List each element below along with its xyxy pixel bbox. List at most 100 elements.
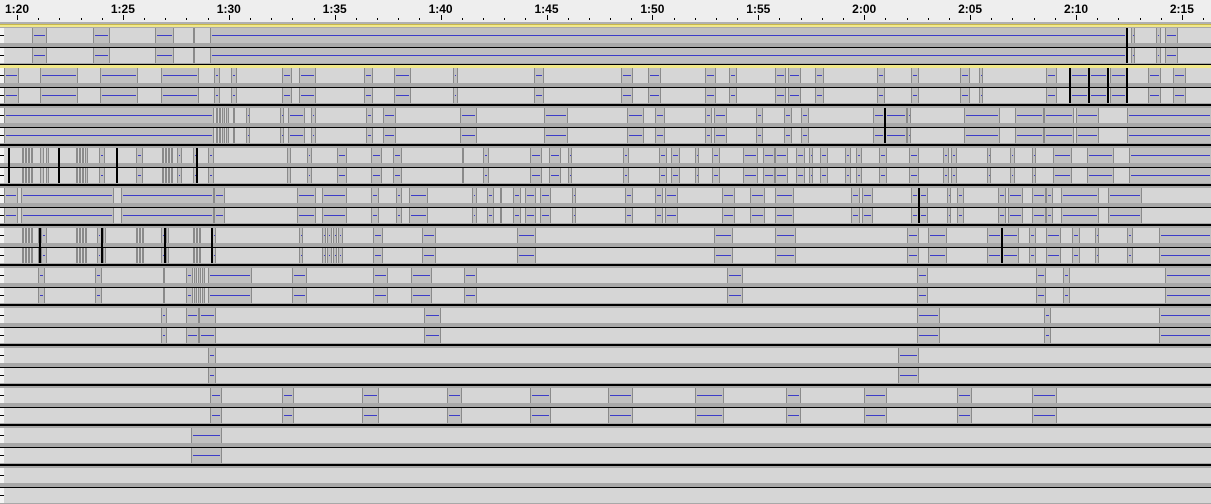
audio-clip[interactable] xyxy=(186,268,192,283)
audio-clip[interactable] xyxy=(957,408,972,423)
audio-clip[interactable] xyxy=(1070,88,1089,103)
right-channel[interactable] xyxy=(0,168,1211,183)
audio-clip[interactable] xyxy=(136,228,138,243)
audio-clip[interactable] xyxy=(196,228,198,243)
audio-clip[interactable] xyxy=(41,248,46,263)
audio-clip[interactable] xyxy=(756,108,762,123)
audio-clip[interactable] xyxy=(1044,328,1050,343)
audio-clip[interactable] xyxy=(775,208,794,223)
audio-clip[interactable] xyxy=(210,28,1127,43)
audio-clip[interactable] xyxy=(695,408,725,423)
audio-clip[interactable] xyxy=(4,128,214,143)
audio-clip[interactable] xyxy=(1127,108,1211,123)
audio-clip[interactable] xyxy=(25,148,27,163)
audio-clip[interactable] xyxy=(396,208,402,223)
audio-clip[interactable] xyxy=(722,208,735,223)
audio-clip[interactable] xyxy=(1002,248,1019,263)
audio-clip[interactable] xyxy=(1165,288,1211,303)
audio-clip[interactable] xyxy=(549,168,562,183)
audio-clip[interactable] xyxy=(911,68,919,83)
audio-clip[interactable] xyxy=(568,148,572,163)
audio-clip[interactable] xyxy=(957,208,963,223)
audio-clip[interactable] xyxy=(447,388,462,403)
left-channel[interactable] xyxy=(0,348,1211,363)
audio-clip[interactable] xyxy=(1165,268,1211,283)
audio-track-6[interactable] xyxy=(0,224,1211,264)
audio-clip[interactable] xyxy=(202,288,205,303)
audio-clip[interactable] xyxy=(46,148,49,163)
audio-clip[interactable] xyxy=(198,288,201,303)
left-channel[interactable] xyxy=(0,468,1211,483)
audio-clip[interactable] xyxy=(1076,108,1099,123)
audio-clip[interactable] xyxy=(38,288,44,303)
audio-clip[interactable] xyxy=(99,168,105,183)
audio-clip[interactable] xyxy=(530,408,551,423)
audio-clip[interactable] xyxy=(625,208,633,223)
audio-clip[interactable] xyxy=(214,68,220,83)
audio-clip[interactable] xyxy=(219,128,221,143)
audio-clip[interactable] xyxy=(786,408,801,423)
audio-clip[interactable] xyxy=(231,88,237,103)
audio-clip[interactable] xyxy=(1061,188,1099,203)
audio-clip[interactable] xyxy=(299,88,316,103)
audio-clip[interactable] xyxy=(712,148,720,163)
audio-clip[interactable] xyxy=(337,148,347,163)
audio-clip[interactable] xyxy=(775,188,794,203)
audio-clip[interactable] xyxy=(460,108,477,123)
audio-clip[interactable] xyxy=(1044,108,1074,123)
audio-clip[interactable] xyxy=(1061,208,1099,223)
audio-clip[interactable] xyxy=(165,168,167,183)
audio-clip[interactable] xyxy=(333,248,337,263)
audio-clip[interactable] xyxy=(362,388,379,403)
audio-clip[interactable] xyxy=(93,48,110,63)
audio-clip[interactable] xyxy=(801,128,809,143)
audio-clip[interactable] xyxy=(299,68,316,83)
audio-clip[interactable] xyxy=(1032,388,1057,403)
audio-clip[interactable] xyxy=(885,128,906,143)
left-channel[interactable] xyxy=(0,228,1211,243)
audio-clip[interactable] xyxy=(659,168,667,183)
audio-clip[interactable] xyxy=(714,228,733,243)
audio-clip[interactable] xyxy=(655,128,666,143)
audio-clip[interactable] xyxy=(1032,148,1036,163)
audio-clip[interactable] xyxy=(1046,248,1061,263)
audio-clip[interactable] xyxy=(1127,228,1133,243)
audio-clip[interactable] xyxy=(1008,208,1023,223)
audio-clip[interactable] xyxy=(1087,148,1115,163)
audio-clip[interactable] xyxy=(623,168,629,183)
audio-clip[interactable] xyxy=(750,188,765,203)
right-channel[interactable] xyxy=(0,408,1211,423)
audio-clip[interactable] xyxy=(534,88,545,103)
audio-clip[interactable] xyxy=(877,88,885,103)
audio-clip[interactable] xyxy=(142,228,144,243)
audio-clip[interactable] xyxy=(1063,288,1069,303)
audio-clip[interactable] xyxy=(784,108,792,123)
right-channel[interactable] xyxy=(0,248,1211,263)
audio-clip[interactable] xyxy=(1159,228,1211,243)
audio-clip[interactable] xyxy=(1015,128,1045,143)
audio-clip[interactable] xyxy=(411,268,432,283)
audio-clip[interactable] xyxy=(763,148,776,163)
audio-clip[interactable] xyxy=(957,188,963,203)
audio-clip[interactable] xyxy=(393,168,402,183)
audio-clip[interactable] xyxy=(4,188,18,203)
audio-clip[interactable] xyxy=(327,248,331,263)
audio-clip[interactable] xyxy=(540,208,551,223)
audio-clip[interactable] xyxy=(743,148,758,163)
audio-clip[interactable] xyxy=(1044,128,1074,143)
audio-clip[interactable] xyxy=(322,248,326,263)
audio-clip[interactable] xyxy=(163,268,165,283)
audio-clip[interactable] xyxy=(1010,168,1014,183)
audio-clip[interactable] xyxy=(729,88,737,103)
audio-track-2[interactable] xyxy=(0,64,1211,104)
audio-clip[interactable] xyxy=(280,108,284,123)
audio-clip[interactable] xyxy=(623,148,629,163)
audio-clip[interactable] xyxy=(210,408,223,423)
audio-clip[interactable] xyxy=(40,68,78,83)
audio-clip[interactable] xyxy=(517,228,536,243)
audio-track-12[interactable] xyxy=(0,464,1211,504)
audio-clip[interactable] xyxy=(1173,88,1186,103)
audio-clip[interactable] xyxy=(987,148,991,163)
audio-clip[interactable] xyxy=(1129,168,1211,183)
audio-clip[interactable] xyxy=(1032,208,1047,223)
